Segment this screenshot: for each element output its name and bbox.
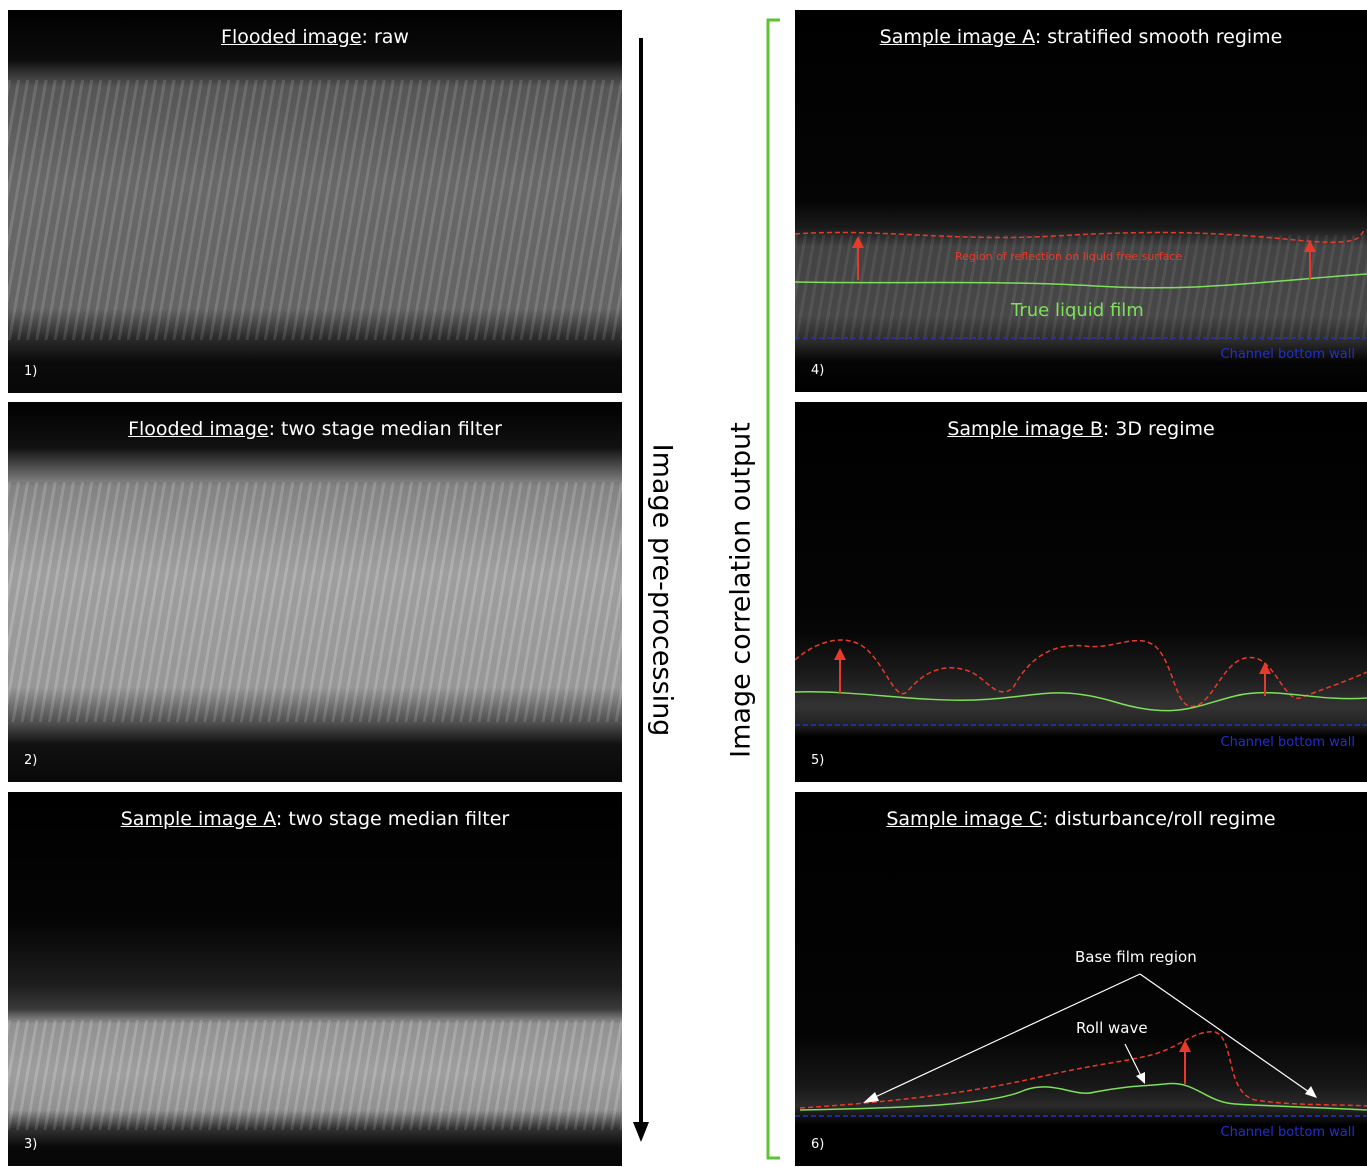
panel-title: Sample image A: stratified smooth regime	[795, 26, 1367, 48]
panel-title: Flooded image: two stage median filter	[8, 418, 622, 440]
annotation: Roll wave	[1076, 1019, 1148, 1037]
title-underlined: Flooded image	[128, 418, 269, 440]
texture	[8, 1020, 622, 1130]
red-arrowhead	[852, 236, 864, 248]
overlay	[795, 402, 1367, 782]
title-underlined: Sample image A	[880, 26, 1035, 48]
bracket	[760, 15, 790, 1165]
title-rest: : stratified smooth regime	[1035, 26, 1283, 48]
red-arrowhead	[1304, 240, 1316, 252]
title-rest: : raw	[362, 26, 409, 48]
annotation: True liquid film	[1011, 300, 1144, 321]
image-panel: Sample image A: stratified smooth regime…	[795, 10, 1367, 392]
title-rest: : 3D regime	[1103, 418, 1215, 440]
title-underlined: Sample image A	[121, 808, 276, 830]
red-arrowhead	[1179, 1040, 1191, 1052]
red-arrowhead	[834, 648, 846, 660]
title-underlined: Sample image B	[947, 418, 1103, 440]
title-rest: : disturbance/roll regime	[1042, 808, 1276, 830]
panel-title: Sample image B: 3D regime	[795, 418, 1367, 440]
panel-number: 2)	[24, 753, 37, 768]
texture	[8, 80, 622, 340]
surface-line	[795, 640, 1367, 707]
film-line	[795, 692, 1367, 711]
film-line	[800, 1084, 1367, 1110]
overlay	[795, 10, 1367, 392]
surface-line	[795, 230, 1367, 242]
page: Flooded image: raw 1) Flooded image: two…	[0, 0, 1367, 1167]
pointer-head	[1305, 1086, 1317, 1098]
title-rest: : two stage median filter	[269, 418, 502, 440]
panel-number: 4)	[811, 363, 824, 378]
vertical-label: Image pre-processing	[647, 444, 678, 737]
film-line	[795, 274, 1367, 288]
annotation: Channel bottom wall	[1221, 1125, 1355, 1140]
annotation: Base film region	[1075, 948, 1197, 966]
annotation: Region of reflection on liquid free surf…	[955, 250, 1182, 263]
panel-title: Flooded image: raw	[8, 26, 622, 48]
title-rest: : two stage median filter	[276, 808, 509, 830]
image-panel: Sample image A: two stage median filter …	[8, 792, 622, 1166]
panel-number: 6)	[811, 1137, 824, 1152]
image-panel: Flooded image: two stage median filter 2…	[8, 402, 622, 782]
title-underlined: Sample image C	[886, 808, 1042, 830]
panel-number: 3)	[24, 1137, 37, 1152]
image-panel: Flooded image: raw 1)	[8, 10, 622, 393]
title-underlined: Flooded image	[221, 26, 362, 48]
vertical-label: Image correlation output	[726, 422, 757, 758]
image-panel: Sample image C: disturbance/roll regime …	[795, 792, 1367, 1166]
annotation: Channel bottom wall	[1221, 735, 1355, 750]
image-panel: Sample image B: 3D regime Channel bottom…	[795, 402, 1367, 782]
annotation: Channel bottom wall	[1221, 347, 1355, 362]
panel-number: 1)	[24, 364, 37, 379]
overlay	[795, 792, 1367, 1166]
red-arrowhead	[1259, 662, 1271, 674]
surface-line	[800, 1032, 1367, 1108]
texture	[8, 482, 622, 722]
arrow-head	[633, 1122, 649, 1142]
panel-title: Sample image C: disturbance/roll regime	[795, 808, 1367, 830]
panel-number: 5)	[811, 753, 824, 768]
bracket-line	[768, 20, 780, 1158]
pointer-line	[1140, 974, 1309, 1092]
panel-title: Sample image A: two stage median filter	[8, 808, 622, 830]
